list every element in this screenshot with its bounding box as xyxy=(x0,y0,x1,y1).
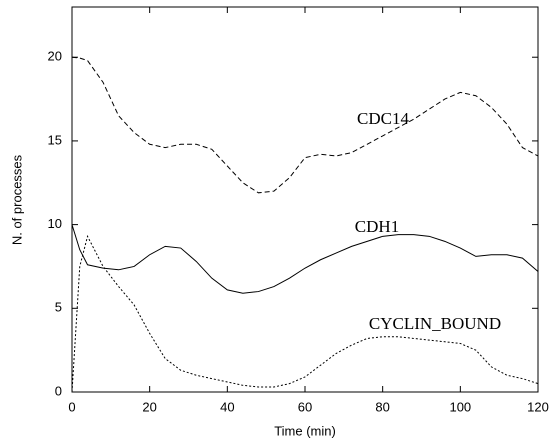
series-line xyxy=(71,56,539,194)
y-tick-label: 0 xyxy=(55,383,62,398)
y-tick-label: 10 xyxy=(48,216,62,231)
x-tick-label: 80 xyxy=(375,399,389,414)
series-label: CDH1 xyxy=(355,217,399,236)
series-label: CYCLIN_BOUND xyxy=(369,314,501,333)
x-axis-label: Time (min) xyxy=(274,423,336,438)
y-axis-label: N. of processes xyxy=(9,154,24,245)
x-tick-label: 0 xyxy=(68,399,75,414)
x-tick-label: 20 xyxy=(142,399,156,414)
x-tick-label: 100 xyxy=(449,399,471,414)
x-tick-label: 60 xyxy=(298,399,312,414)
x-tick-label: 40 xyxy=(220,399,234,414)
y-tick-label: 5 xyxy=(55,300,62,315)
y-tick-label: 15 xyxy=(48,132,62,147)
y-tick-label: 20 xyxy=(48,49,62,64)
plot-frame xyxy=(71,6,539,393)
x-tick-label: 120 xyxy=(527,399,549,414)
series-line xyxy=(71,234,539,393)
series-line xyxy=(71,224,539,294)
series-label: CDC14 xyxy=(357,109,409,128)
